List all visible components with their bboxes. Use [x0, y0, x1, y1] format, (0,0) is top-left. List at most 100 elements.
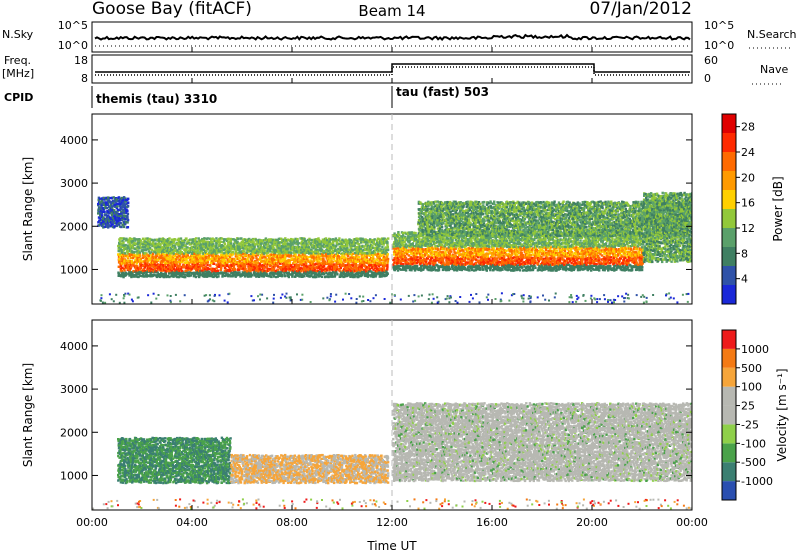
heatmap-cell	[170, 267, 174, 270]
heatmap-cell	[440, 253, 444, 256]
heatmap-cell	[156, 258, 160, 262]
heatmap-cell	[313, 269, 316, 272]
heatmap-cell	[175, 253, 178, 256]
heatmap-cell	[400, 262, 403, 265]
heatmap-cell	[336, 265, 339, 269]
heatmap-cell	[365, 272, 368, 276]
heatmap-cell	[204, 244, 207, 247]
heatmap-cell	[190, 272, 193, 275]
heatmap-cell	[214, 257, 218, 260]
heatmap-cell	[283, 261, 286, 265]
heatmap-cell	[176, 238, 179, 241]
heatmap-cell	[299, 254, 303, 257]
heatmap-cell	[329, 257, 332, 260]
heatmap-cell	[323, 260, 326, 263]
heatmap-cell	[341, 248, 344, 251]
heatmap-cell	[211, 240, 214, 244]
heatmap-cell	[200, 240, 203, 243]
heatmap-cell	[354, 266, 357, 269]
heatmap-cell	[349, 250, 352, 253]
heatmap-cell	[197, 245, 201, 249]
heatmap-cell	[356, 240, 359, 243]
heatmap-cell	[336, 259, 339, 262]
heatmap-cell	[190, 256, 193, 259]
heatmap-cell	[258, 246, 261, 250]
heatmap-cell	[240, 258, 244, 262]
heatmap-cell	[170, 252, 174, 255]
heatmap-cell	[350, 269, 353, 272]
heatmap-cell	[277, 268, 280, 272]
heatmap-cell	[386, 264, 389, 267]
heatmap-cell	[218, 241, 221, 245]
heatmap-cell	[198, 267, 202, 270]
heatmap-cell	[346, 241, 350, 245]
heatmap-cell	[262, 275, 265, 278]
heatmap-cell	[180, 260, 184, 263]
heatmap-cell	[141, 260, 144, 263]
heatmap-cell	[125, 259, 128, 262]
heatmap-cell	[141, 274, 144, 278]
heatmap-cell	[235, 252, 238, 256]
heatmap-cell	[231, 246, 234, 249]
heatmap-cell	[257, 275, 261, 278]
heatmap-cell	[329, 250, 332, 253]
heatmap-cell	[126, 252, 129, 255]
heatmap-cell	[346, 269, 350, 273]
heatmap-cell	[166, 242, 169, 245]
heatmap-cell	[207, 242, 210, 246]
heatmap-cell	[200, 269, 203, 272]
heatmap-cell	[268, 267, 271, 271]
heatmap-cell	[186, 256, 190, 260]
heatmap-cell	[172, 241, 175, 245]
heatmap-cell	[239, 253, 243, 257]
heatmap-cell	[250, 272, 253, 275]
heatmap-cell	[122, 275, 125, 279]
heatmap-cell	[288, 259, 291, 262]
heatmap-cell	[338, 237, 341, 240]
heatmap-cell	[370, 246, 373, 250]
heatmap-cell	[357, 252, 361, 255]
heatmap-cell	[317, 275, 320, 278]
heatmap-cell	[198, 254, 202, 258]
heatmap-cell	[359, 252, 362, 255]
heatmap-cell	[365, 267, 368, 271]
heatmap-cell	[246, 241, 249, 244]
heatmap-cell	[349, 256, 352, 259]
heatmap-cell	[358, 243, 361, 246]
heatmap-cell	[117, 247, 120, 250]
heatmap-cell	[371, 265, 374, 268]
heatmap-cell	[188, 261, 191, 265]
heatmap-cell	[167, 258, 171, 261]
heatmap-cell	[150, 248, 154, 251]
heatmap-cell	[136, 245, 140, 249]
heatmap-cell	[199, 246, 203, 250]
heatmap-cell	[154, 264, 157, 267]
heatmap-cell	[196, 258, 199, 261]
heatmap-cell	[331, 265, 334, 268]
heatmap-cell	[138, 266, 141, 269]
heatmap-cell	[343, 275, 347, 278]
heatmap-cell	[211, 237, 214, 240]
heatmap-cell	[264, 238, 267, 241]
heatmap-cell	[355, 237, 358, 240]
heatmap-cell	[226, 258, 229, 261]
heatmap-cell	[304, 261, 307, 264]
heatmap-cell	[238, 266, 242, 269]
heatmap-cell	[318, 260, 321, 263]
heatmap-cell	[263, 246, 266, 249]
heatmap-cell	[362, 238, 365, 241]
heatmap-cell	[470, 268, 474, 272]
heatmap-cell	[246, 259, 250, 262]
heatmap-cell	[353, 244, 356, 247]
heatmap-cell	[316, 240, 319, 243]
heatmap-cell	[172, 246, 176, 249]
heatmap-cell	[244, 264, 247, 267]
heatmap-cell	[138, 254, 142, 258]
heatmap-cell	[321, 260, 324, 263]
heatmap-cell	[130, 250, 134, 253]
heatmap-cell	[149, 269, 152, 273]
heatmap-cell	[225, 239, 229, 242]
heatmap-cell	[300, 270, 303, 273]
heatmap-cell	[326, 273, 329, 276]
heatmap-cell	[153, 247, 157, 250]
